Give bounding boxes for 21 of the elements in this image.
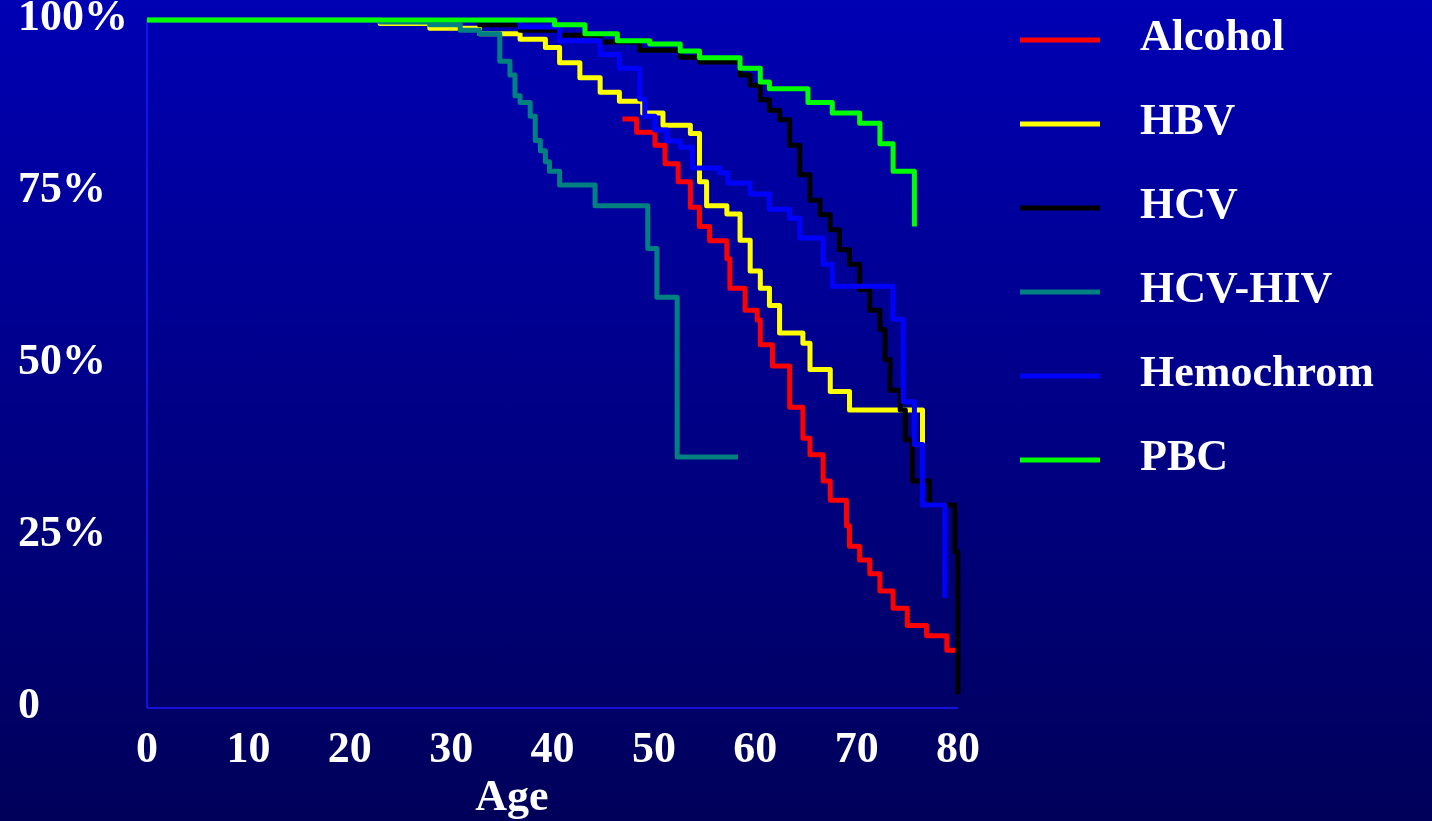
legend-label: HCV-HIV bbox=[1140, 263, 1333, 313]
x-tick-label: 60 bbox=[733, 723, 778, 772]
x-tick-label: 40 bbox=[530, 723, 575, 772]
x-tick-label: 50 bbox=[631, 723, 676, 772]
y-tick-label: 100% bbox=[18, 0, 128, 41]
y-tick-label: 25% bbox=[18, 507, 106, 557]
legend-label: HCV bbox=[1140, 179, 1238, 229]
x-tick-label: 10 bbox=[226, 723, 271, 772]
legend-label: Alcohol bbox=[1140, 11, 1285, 61]
y-tick-label: 75% bbox=[18, 163, 106, 213]
x-tick-label: 30 bbox=[429, 723, 474, 772]
y-tick-label: 50% bbox=[18, 335, 106, 385]
x-axis-title: Age bbox=[475, 771, 549, 820]
x-tick-label: 0 bbox=[136, 723, 158, 772]
legend-label: HBV bbox=[1140, 95, 1236, 145]
legend-label: PBC bbox=[1140, 431, 1228, 481]
legend-label: Hemochrom bbox=[1140, 347, 1374, 397]
x-tick-label: 70 bbox=[834, 723, 879, 772]
x-tick-label: 20 bbox=[327, 723, 372, 772]
x-tick-label: 80 bbox=[936, 723, 980, 772]
y-tick-label: 0 bbox=[18, 679, 40, 729]
